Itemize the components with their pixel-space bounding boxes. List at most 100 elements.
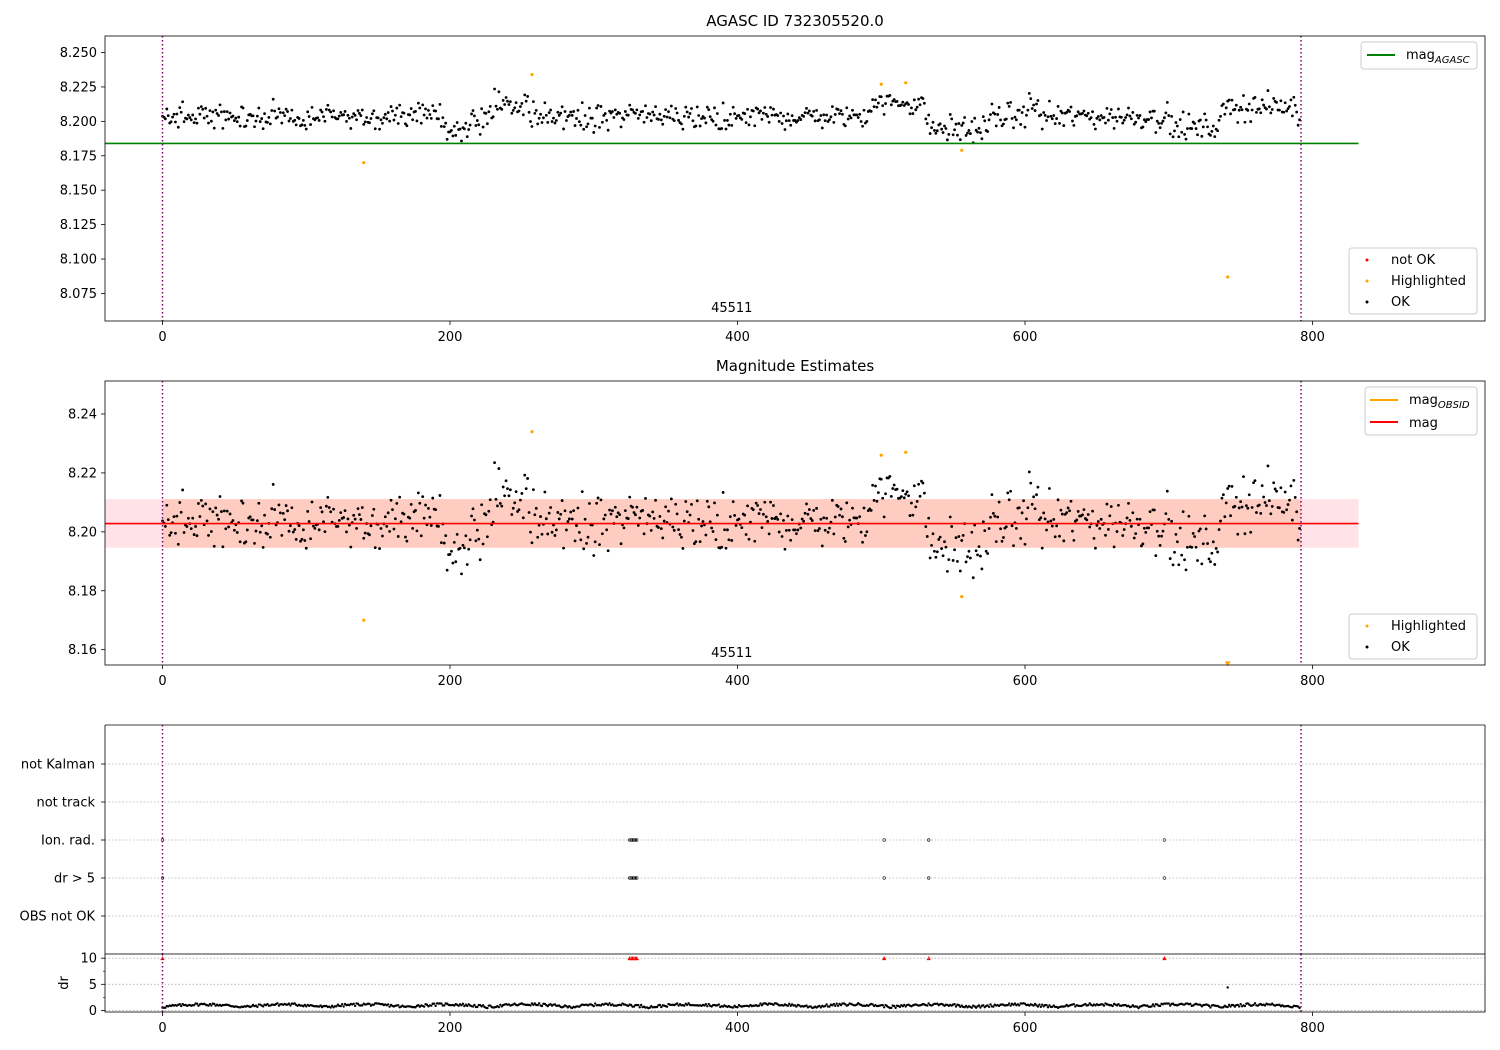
ok-point bbox=[881, 496, 885, 500]
ok-point bbox=[526, 477, 530, 480]
ok-point bbox=[178, 106, 182, 110]
ok-point bbox=[227, 117, 231, 121]
ok-point bbox=[1056, 498, 1060, 502]
ok-point bbox=[922, 491, 926, 495]
ok-point bbox=[697, 517, 701, 521]
ok-point bbox=[577, 120, 581, 123]
ok-point bbox=[293, 118, 297, 122]
ok-point bbox=[927, 516, 931, 520]
ok-point bbox=[1289, 484, 1293, 488]
ok-point bbox=[838, 112, 841, 116]
ok-point bbox=[513, 106, 517, 110]
dr-point bbox=[1236, 1003, 1239, 1007]
ok-point bbox=[596, 496, 600, 500]
legend-frame bbox=[1360, 41, 1478, 70]
ok-point bbox=[1096, 520, 1100, 523]
ok-point bbox=[454, 560, 458, 564]
ok-point bbox=[832, 120, 836, 124]
ok-point bbox=[669, 104, 673, 108]
ok-point bbox=[1030, 107, 1034, 110]
ok-point bbox=[1106, 527, 1110, 531]
ok-point bbox=[684, 105, 688, 109]
ok-point bbox=[848, 114, 852, 118]
ok-point bbox=[1104, 121, 1107, 125]
ok-point bbox=[632, 511, 636, 514]
ok-point bbox=[481, 542, 485, 546]
ok-point bbox=[1196, 133, 1199, 137]
ok-point bbox=[918, 103, 922, 107]
ok-point bbox=[395, 501, 399, 505]
ok-point bbox=[941, 554, 945, 558]
ok-point bbox=[934, 555, 938, 559]
ok-point bbox=[539, 112, 542, 116]
dr-point bbox=[839, 1003, 843, 1007]
ok-point bbox=[1144, 120, 1148, 124]
ok-point bbox=[503, 103, 507, 106]
ok-point bbox=[1094, 127, 1097, 131]
ok-point bbox=[508, 488, 512, 492]
legend-frame bbox=[1348, 247, 1478, 315]
ok-point bbox=[858, 515, 862, 519]
ok-point bbox=[462, 127, 466, 131]
ok-point bbox=[703, 116, 706, 120]
dr-point bbox=[305, 1005, 308, 1008]
ok-point bbox=[685, 110, 689, 114]
ok-point bbox=[540, 532, 544, 536]
ok-point bbox=[681, 127, 685, 131]
ok-point bbox=[1037, 518, 1041, 522]
ok-point bbox=[424, 503, 427, 507]
ok-point bbox=[1039, 516, 1043, 520]
ok-point bbox=[654, 498, 657, 502]
ok-point bbox=[819, 517, 823, 521]
ok-point bbox=[451, 561, 455, 565]
ok-point bbox=[1240, 505, 1244, 509]
ok-point bbox=[836, 108, 840, 111]
ok-point bbox=[938, 122, 942, 126]
ok-point bbox=[534, 108, 538, 112]
dr-point bbox=[368, 1002, 371, 1006]
ok-point bbox=[849, 116, 853, 120]
ok-point bbox=[563, 110, 567, 113]
dr-point bbox=[987, 1005, 991, 1009]
ok-point bbox=[484, 513, 488, 517]
ok-point bbox=[543, 490, 547, 494]
ok-point bbox=[1255, 511, 1258, 514]
dr-point bbox=[533, 1002, 537, 1005]
ok-point bbox=[685, 510, 689, 514]
dr-point bbox=[805, 1004, 808, 1007]
ok-point bbox=[416, 101, 420, 105]
ok-point bbox=[182, 531, 186, 534]
ok-point bbox=[800, 517, 804, 521]
magnitude-legend-top: magOBSID mag bbox=[1364, 386, 1478, 436]
ok-point bbox=[1250, 506, 1254, 509]
ok-point bbox=[737, 113, 741, 117]
ok-point bbox=[1164, 111, 1168, 115]
ok-point bbox=[1229, 514, 1232, 518]
ok-point bbox=[941, 131, 945, 134]
ok-point bbox=[579, 538, 583, 542]
dr-point bbox=[639, 1003, 643, 1007]
ok-point bbox=[1140, 544, 1143, 548]
ok-point bbox=[181, 100, 185, 104]
ok-point bbox=[912, 98, 916, 102]
ok-point bbox=[393, 517, 397, 521]
ok-point bbox=[1161, 119, 1165, 123]
ok-point bbox=[957, 122, 961, 125]
ok-point bbox=[1270, 505, 1274, 508]
dr-clipped-marker bbox=[1162, 956, 1167, 961]
ok-point bbox=[1117, 107, 1120, 111]
ok-point bbox=[373, 546, 377, 550]
ok-point bbox=[1295, 510, 1299, 514]
ok-point bbox=[166, 518, 170, 522]
flag-label: not track bbox=[36, 796, 95, 811]
ok-point bbox=[1131, 511, 1135, 515]
ok-point bbox=[1086, 111, 1090, 115]
ok-point bbox=[273, 508, 277, 511]
dr-point bbox=[497, 1005, 501, 1009]
ok-point bbox=[1178, 526, 1182, 530]
ok-point bbox=[1193, 122, 1197, 125]
ok-point bbox=[818, 527, 821, 530]
ok-point bbox=[1250, 108, 1254, 112]
ok-point bbox=[606, 549, 610, 553]
ok-point bbox=[1081, 112, 1084, 115]
